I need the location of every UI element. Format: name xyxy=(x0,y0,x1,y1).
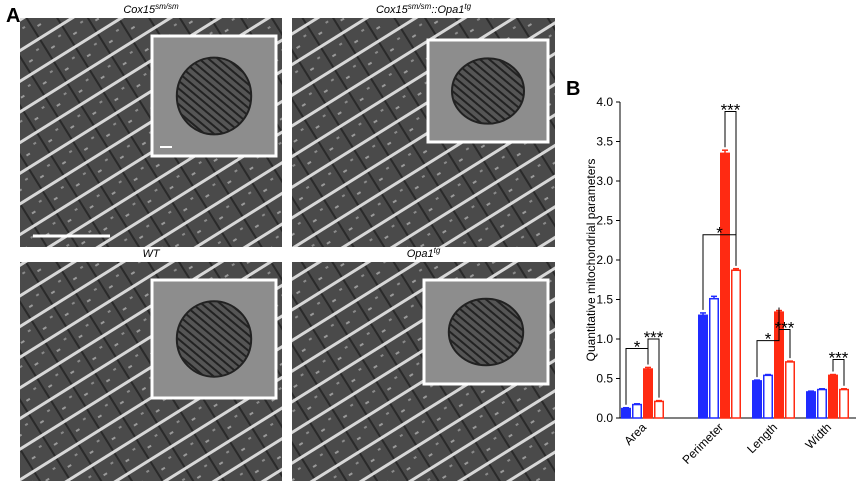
bar xyxy=(806,391,816,419)
x-tick-label: Length xyxy=(744,420,780,456)
x-tick-label: Width xyxy=(803,420,835,452)
superscript: sm/sm xyxy=(408,2,432,11)
bar xyxy=(752,380,762,419)
x-tick-label: Perimeter xyxy=(679,420,726,467)
significance-bracket xyxy=(647,338,660,398)
significance-label: * xyxy=(716,224,723,243)
significance-bracket xyxy=(832,359,845,386)
significance-label: * xyxy=(634,337,641,356)
significance-bracket xyxy=(778,307,791,359)
y-tick-label: 3.0 xyxy=(596,174,613,188)
panel-label: A xyxy=(6,5,20,27)
panel-label: B xyxy=(566,78,580,100)
bar xyxy=(621,407,631,419)
image-title: Cox15sm/sm xyxy=(123,2,179,16)
bar xyxy=(643,368,653,419)
y-tick-label: 3.5 xyxy=(596,135,613,149)
title-text: WT xyxy=(142,248,160,260)
bar xyxy=(709,297,719,419)
significance-label: *** xyxy=(644,328,664,347)
superscript: tg xyxy=(434,246,441,255)
y-tick-label: 1.0 xyxy=(596,332,613,346)
superscript: tg xyxy=(464,2,471,11)
significance-label: *** xyxy=(829,349,849,368)
bar xyxy=(632,403,642,419)
superscript: sm/sm xyxy=(155,2,179,11)
significance-label: * xyxy=(765,330,772,349)
bar xyxy=(828,374,838,419)
inset xyxy=(150,278,278,400)
title-text: Cox15 xyxy=(123,4,156,16)
y-tick-label: 2.0 xyxy=(596,253,613,267)
y-axis-label: Quantitative mitochondrial parameters xyxy=(584,159,598,362)
bar xyxy=(720,152,730,419)
significance-label: *** xyxy=(775,319,795,338)
y-tick-label: 4.0 xyxy=(596,95,613,109)
y-tick-label: 1.5 xyxy=(596,293,613,307)
y-tick-label: 0.0 xyxy=(596,411,613,425)
y-tick-label: 0.5 xyxy=(596,372,613,386)
significance-label: *** xyxy=(721,100,741,119)
y-tick-label: 2.5 xyxy=(596,214,613,228)
image-title: Cox15sm/sm::Opa1tg xyxy=(376,2,472,16)
bar xyxy=(698,314,708,419)
image-title: Opa1tg xyxy=(407,246,441,260)
title-text: Cox15 xyxy=(376,4,409,16)
mitochondrion xyxy=(447,297,525,367)
bar xyxy=(817,388,827,419)
bar xyxy=(654,400,664,419)
mitochondrion xyxy=(175,300,253,378)
x-tick-label: Area xyxy=(621,420,649,448)
bar xyxy=(763,374,773,419)
mitochondrion xyxy=(175,56,253,136)
bar xyxy=(731,269,741,419)
bar xyxy=(785,361,795,419)
image-title: WT xyxy=(142,248,160,260)
title-text: ::Opa1 xyxy=(431,4,464,16)
bar xyxy=(839,388,849,419)
title-text: Opa1 xyxy=(407,248,434,260)
mitochondrion xyxy=(451,57,525,125)
significance-bracket xyxy=(724,110,737,266)
